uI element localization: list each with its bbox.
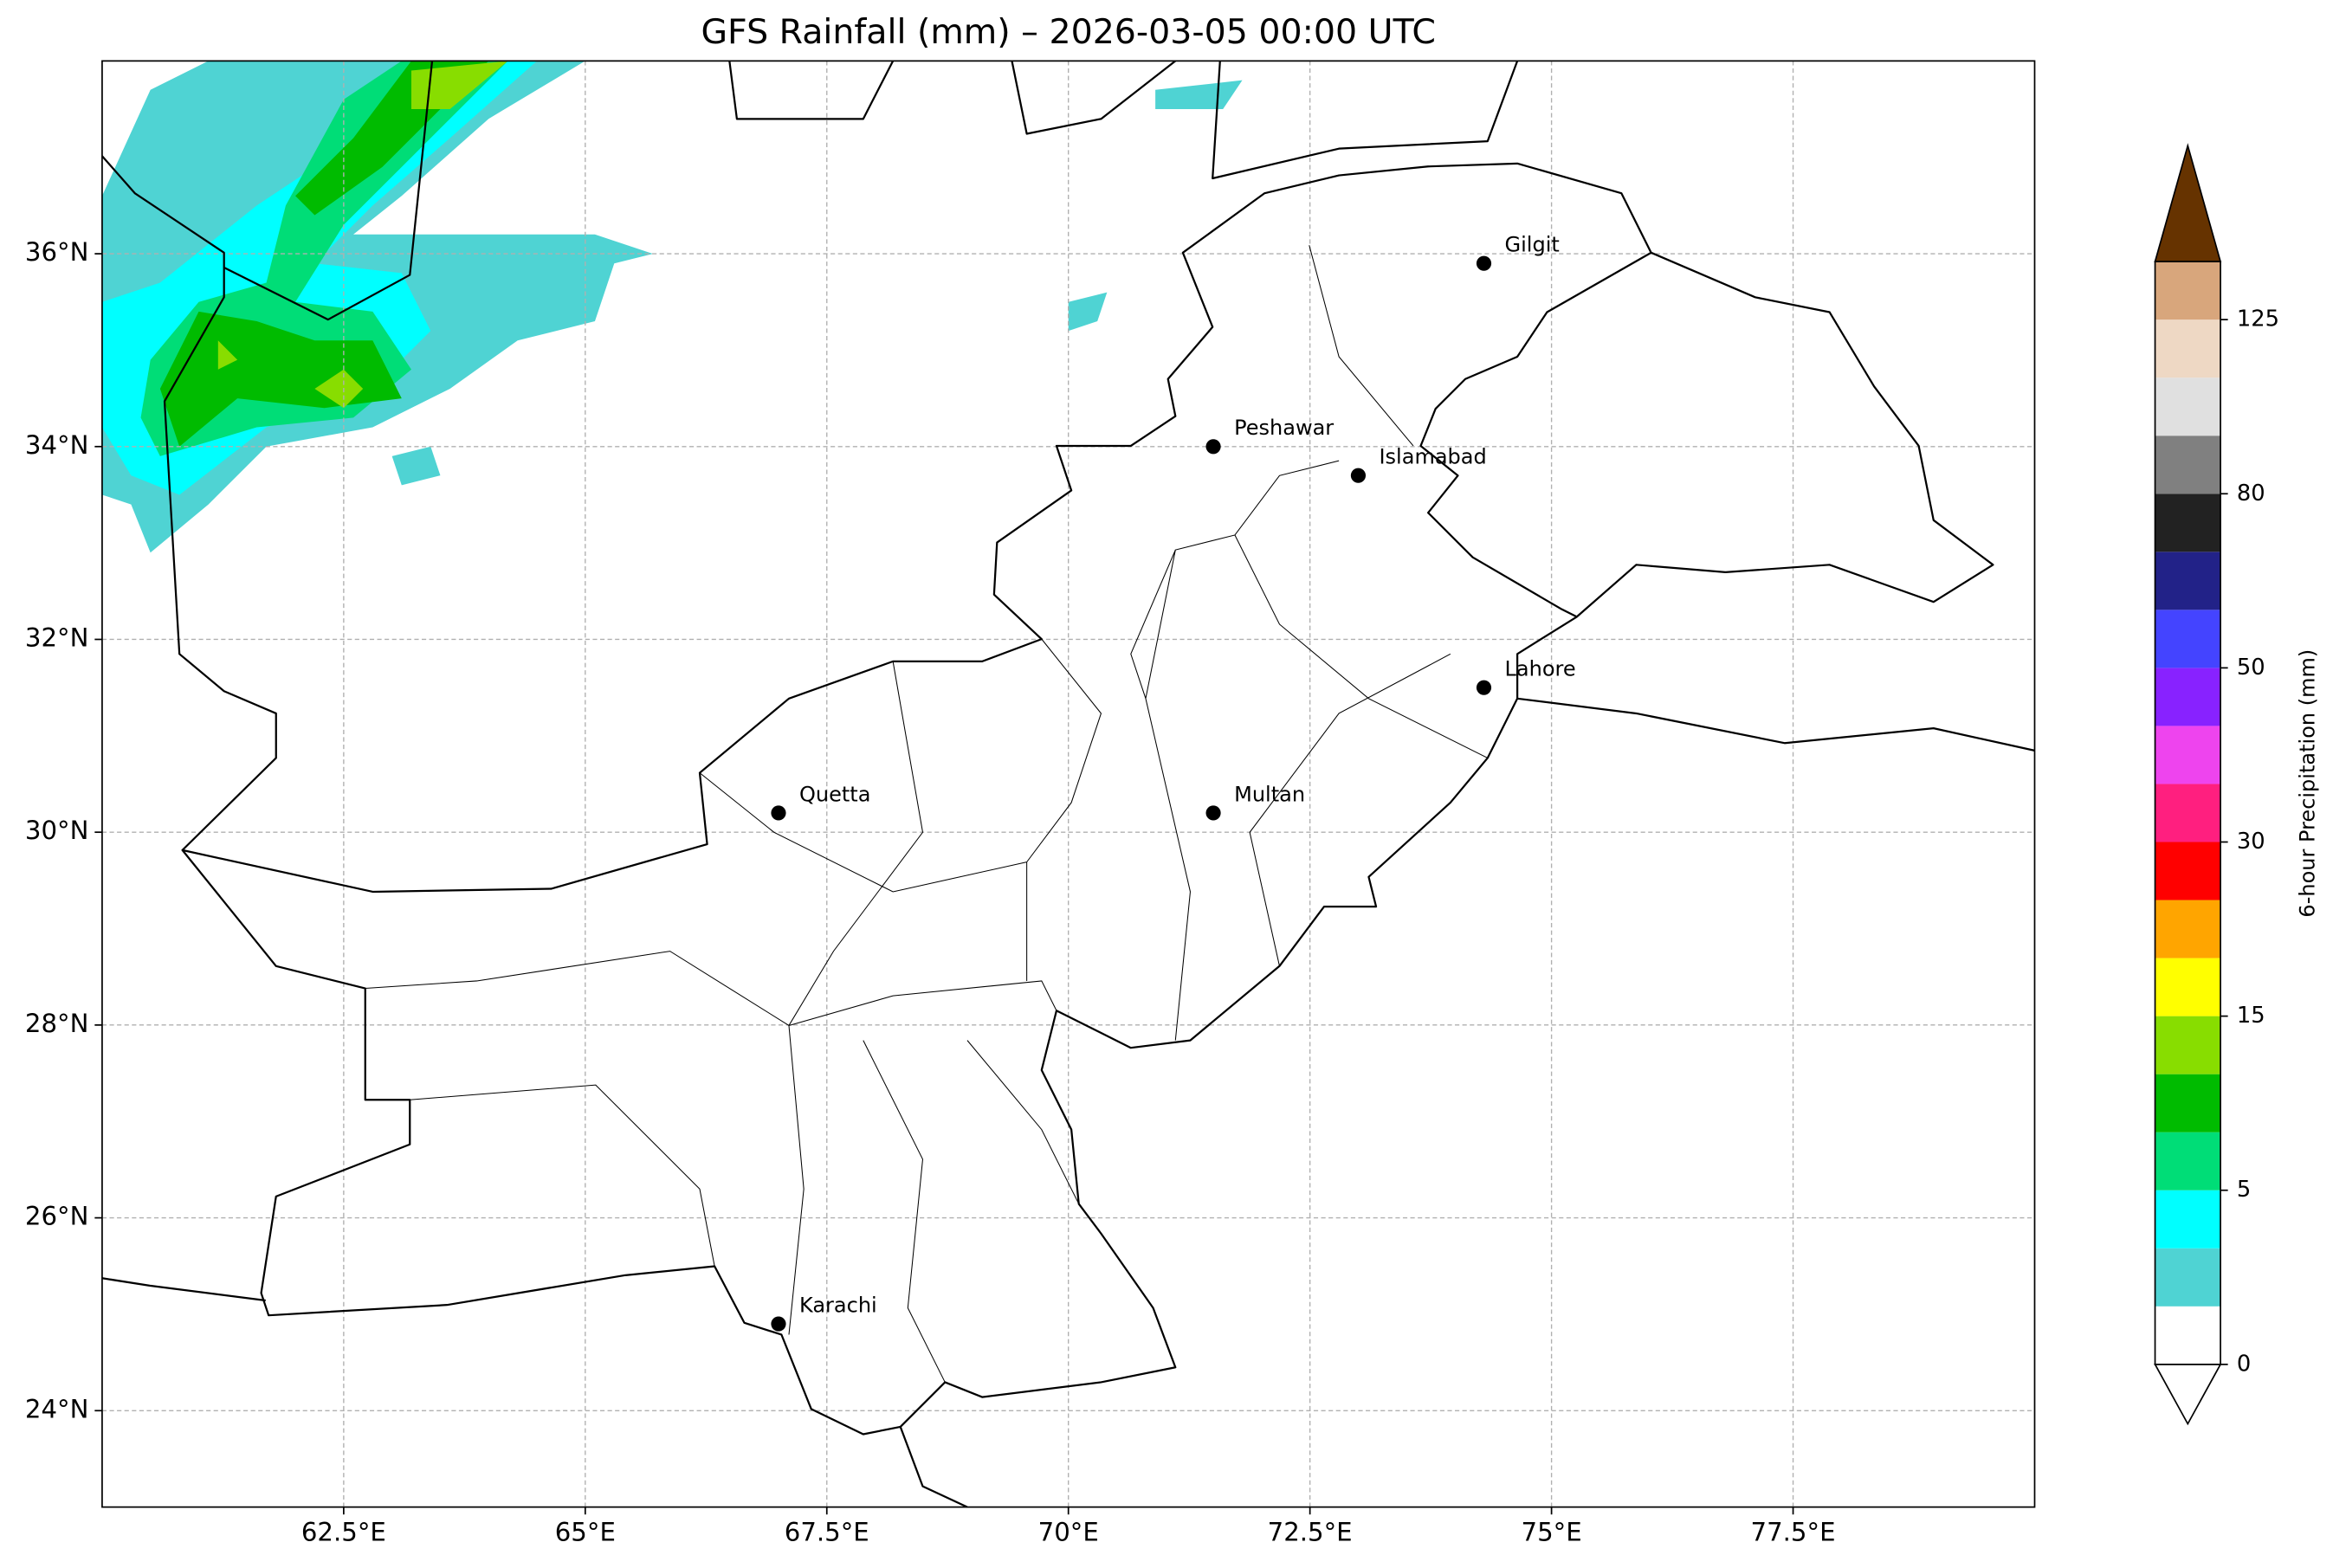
colorbar-segment bbox=[2155, 900, 2221, 958]
x-tick-label: 67.5°E bbox=[785, 1518, 869, 1547]
city-label: Islamabad bbox=[1379, 445, 1486, 469]
x-tick-label: 70°E bbox=[1038, 1518, 1099, 1547]
colorbar-segment bbox=[2155, 1248, 2221, 1307]
colorbar-segment bbox=[2155, 319, 2221, 378]
north-border bbox=[223, 60, 1519, 321]
city-marker bbox=[1205, 439, 1221, 455]
colorbar-segment bbox=[2155, 784, 2221, 842]
colorbar-extend-under bbox=[2154, 1363, 2222, 1426]
colorbar-segment bbox=[2155, 552, 2221, 610]
rain-area bbox=[391, 446, 441, 486]
y-tick-label: 36°N bbox=[25, 237, 89, 267]
x-tick-label: 75°E bbox=[1522, 1518, 1582, 1547]
provincial-lines bbox=[365, 245, 1489, 1383]
map-title: GFS Rainfall (mm) – 2026-03-05 00:00 UTC bbox=[701, 12, 1435, 52]
colorbar-segment bbox=[2155, 261, 2221, 320]
rain-area bbox=[314, 369, 364, 409]
afghan-iran-border bbox=[101, 155, 277, 851]
grid-layer bbox=[101, 61, 2035, 1507]
city-marker bbox=[1350, 468, 1367, 483]
colorbar-segment bbox=[2155, 610, 2221, 668]
x-tick-label: 62.5°E bbox=[301, 1518, 386, 1547]
colorbar-tick-label: 50 bbox=[2237, 655, 2265, 681]
coast bbox=[101, 1277, 968, 1508]
city-marker bbox=[1476, 255, 1492, 271]
city-label: Karachi bbox=[799, 1293, 877, 1317]
city-label: Peshawar bbox=[1234, 416, 1334, 440]
x-tick-label: 65°E bbox=[555, 1518, 616, 1547]
colorbar-segment bbox=[2155, 494, 2221, 552]
colorbar-extend-over bbox=[2154, 143, 2222, 262]
rain-area bbox=[1155, 80, 1243, 110]
colorbar-tick-label: 5 bbox=[2237, 1177, 2251, 1203]
india-border bbox=[1516, 251, 2035, 752]
y-tick-label: 24°N bbox=[25, 1394, 89, 1423]
rain-area bbox=[410, 61, 508, 110]
colorbar-segment bbox=[2155, 958, 2221, 1016]
colorbar-segment bbox=[2155, 842, 2221, 900]
city-marker bbox=[1205, 805, 1221, 821]
colorbar-label: 6-hour Precipitation (mm) bbox=[2295, 649, 2319, 918]
colorbar-tick-label: 80 bbox=[2237, 481, 2265, 507]
x-tick-label: 77.5°E bbox=[1751, 1518, 1836, 1547]
x-tick-label: 72.5°E bbox=[1268, 1518, 1353, 1547]
y-tick-label: 26°N bbox=[25, 1202, 89, 1231]
colorbar-segment bbox=[2155, 377, 2221, 436]
colorbar-segment bbox=[2155, 668, 2221, 726]
city-marker bbox=[771, 1316, 786, 1332]
y-tick-label: 32°N bbox=[25, 623, 89, 652]
y-tick-label: 28°N bbox=[25, 1009, 89, 1038]
city-label: Multan bbox=[1234, 782, 1305, 806]
colorbar-segment bbox=[2155, 1074, 2221, 1132]
colorbar-tick-label: 15 bbox=[2237, 1003, 2265, 1029]
rain-layer bbox=[101, 61, 1243, 553]
colorbar-segment bbox=[2155, 436, 2221, 494]
cities: Gilgit Peshawar Islamabad Lahore Quetta Multa… bbox=[771, 233, 1576, 1332]
colorbar-segment bbox=[2155, 726, 2221, 784]
colorbar-segment bbox=[2155, 1132, 2221, 1191]
city-marker bbox=[771, 805, 786, 821]
colorbar-segment bbox=[2155, 1306, 2221, 1365]
colorbar: 0 5 15 30 50 80 125 bbox=[2154, 143, 2279, 1426]
city-label: Lahore bbox=[1505, 657, 1576, 681]
y-tick-label: 30°N bbox=[25, 816, 89, 845]
rain-area bbox=[217, 340, 238, 370]
city-label: Gilgit bbox=[1505, 233, 1560, 257]
city-marker bbox=[1476, 680, 1492, 695]
y-tick-label: 34°N bbox=[25, 430, 89, 460]
rain-area bbox=[1068, 292, 1108, 332]
axes: 62.5°E 65°E 67.5°E 70°E 72.5°E 75°E 77.5°E 24°N… bbox=[25, 237, 1836, 1546]
colorbar-segment bbox=[2155, 1190, 2221, 1249]
colorbar-tick-label: 125 bbox=[2237, 307, 2279, 332]
colorbar-frame bbox=[2154, 261, 2221, 1365]
borders bbox=[101, 60, 2035, 1508]
city-label: Quetta bbox=[799, 782, 870, 806]
colorbar-tick-label: 30 bbox=[2237, 829, 2265, 855]
colorbar-tick-label: 0 bbox=[2237, 1351, 2251, 1377]
colorbar-segment bbox=[2155, 1016, 2221, 1074]
